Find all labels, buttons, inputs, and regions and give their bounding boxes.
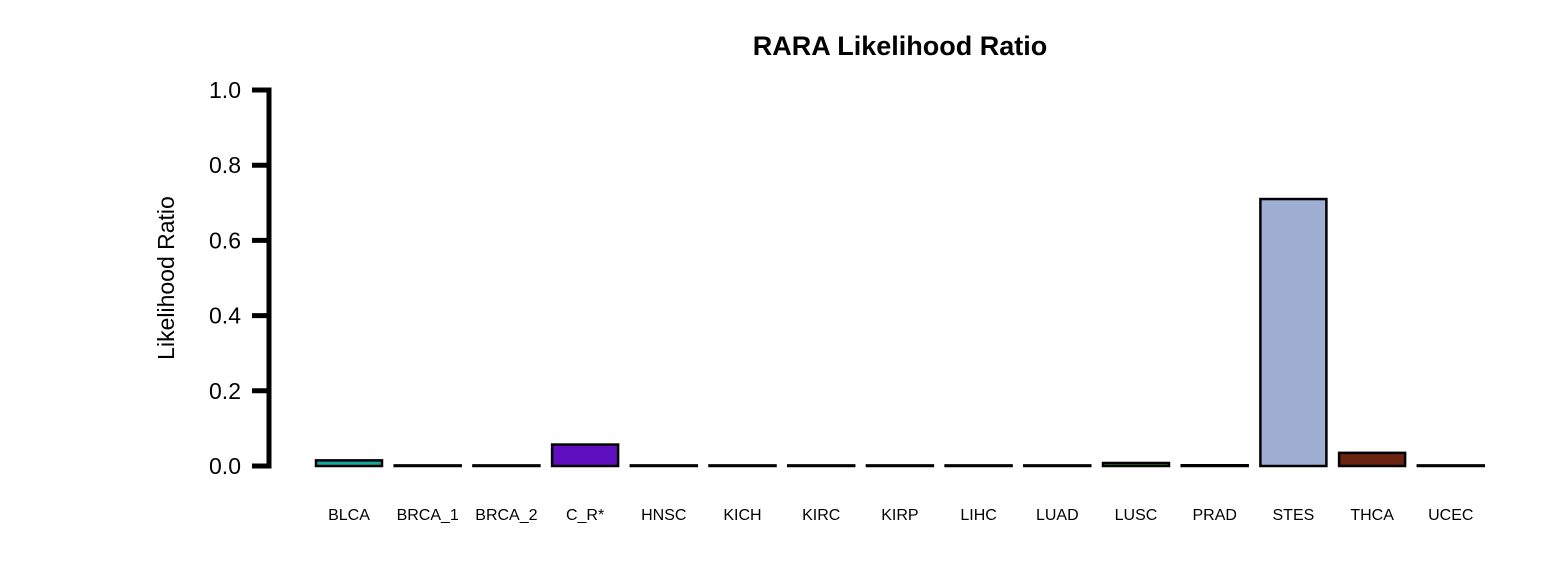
bar-brca-2 <box>472 464 541 468</box>
x-tick-label: KIRC <box>802 507 840 524</box>
y-tick-label: 0.4 <box>209 303 241 329</box>
y-tick-label: 0.2 <box>209 378 241 404</box>
bar-lihc <box>944 464 1013 468</box>
bars <box>314 197 1486 468</box>
x-tick-label: KIRP <box>881 507 918 524</box>
chart-title: RARA Likelihood Ratio <box>753 31 1048 61</box>
x-tick-label: PRAD <box>1192 507 1236 524</box>
x-tick-label: STES <box>1273 507 1315 524</box>
x-tick-label: LUAD <box>1036 507 1079 524</box>
bar-blca <box>314 459 384 468</box>
bar-lusc <box>1101 461 1171 468</box>
x-tick-label: UCEC <box>1428 507 1473 524</box>
bar-ucec <box>1416 464 1486 468</box>
x-tick-label: BRCA_1 <box>397 507 459 524</box>
bar-luad <box>1023 464 1092 468</box>
bar-brca-1 <box>393 464 462 468</box>
x-tick-label: KICH <box>723 507 761 524</box>
bar-hnsc <box>629 464 699 468</box>
x-tick-label: HNSC <box>641 507 686 524</box>
bar-kirc <box>786 464 856 468</box>
x-tick-label: THCA <box>1350 507 1394 524</box>
x-tick-labels: BLCA BRCA_1 BRCA_2 C_R* HNSC KICH KIRC KIRP LIHC… <box>328 507 1473 524</box>
bar-prad <box>1180 463 1249 468</box>
x-tick-label: BLCA <box>328 507 370 524</box>
y-tick-label: 0.0 <box>209 453 241 479</box>
y-axis: 0.0 0.2 0.4 0.6 0.8 1.0 <box>209 77 272 479</box>
x-tick-label: C_R* <box>566 507 604 524</box>
y-tick-label: 0.8 <box>209 152 241 178</box>
x-tick-label: BRCA_2 <box>475 507 537 524</box>
bar-c-r <box>550 443 620 468</box>
bar-stes <box>1259 197 1328 468</box>
y-tick-label: 1.0 <box>209 77 241 103</box>
bar-kich <box>708 464 777 468</box>
bar-kirp <box>865 464 935 468</box>
bar-thca <box>1337 451 1407 468</box>
x-tick-label: LUSC <box>1115 507 1158 524</box>
x-tick-label: LIHC <box>960 507 996 524</box>
y-tick-label: 0.6 <box>209 227 241 253</box>
y-axis-label: Likelihood Ratio <box>153 196 179 360</box>
